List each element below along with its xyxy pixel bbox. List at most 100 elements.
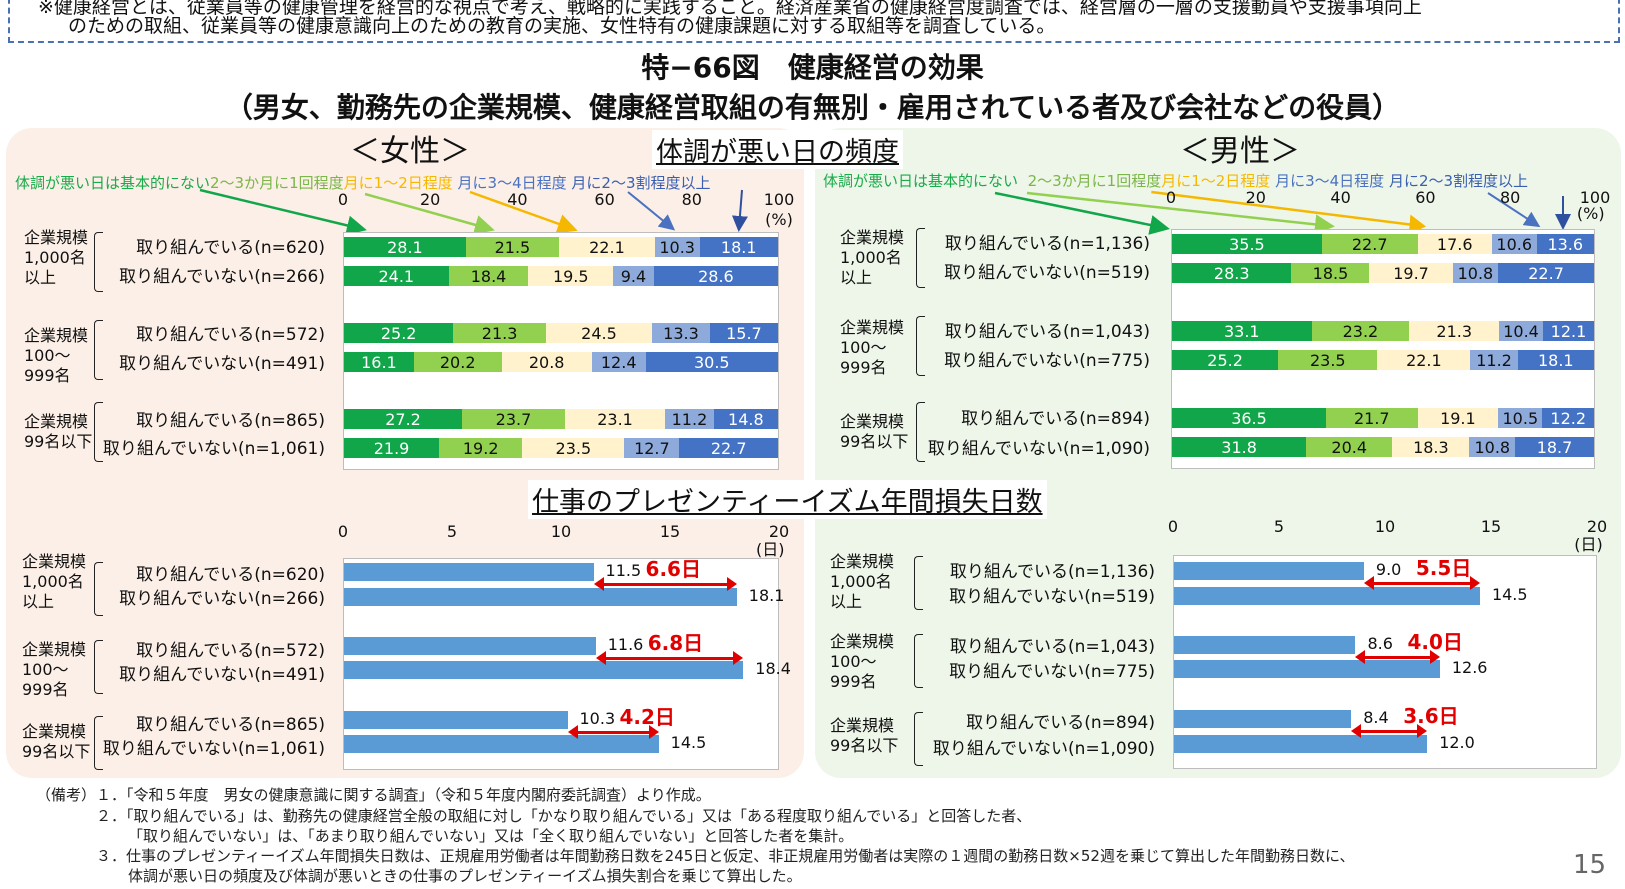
group-label: 企業規模 1,000名 以上 [22, 552, 87, 611]
bracket [94, 562, 103, 616]
days-value: 10.3 [579, 709, 616, 728]
bar-segment: 33.1 [1172, 321, 1312, 341]
bar-segment: 25.2 [344, 323, 454, 343]
bar-segment: 11.2 [1470, 350, 1518, 370]
difference-arrow [1363, 576, 1480, 590]
days-value: 8.4 [1363, 708, 1389, 727]
stacked-bar: 28.3 18.5 19.7 10.8 22.7 [1172, 263, 1594, 283]
tick: 100 [1579, 188, 1611, 207]
female-freq-axis: 0 20 40 60 80 100 (%) [338, 190, 794, 229]
legend-item-1-2days: 月に1～2日程度 [1161, 172, 1271, 190]
days-value: 12.0 [1439, 733, 1475, 752]
group-label: 企業規模 100～ 999名 [840, 318, 905, 377]
stacked-bar: 16.1 20.2 20.8 12.4 30.5 [344, 352, 778, 372]
days-bar [344, 588, 737, 606]
page-number: 15 [1573, 850, 1607, 880]
days-bar [344, 563, 594, 581]
bar-segment: 12.7 [624, 438, 680, 458]
bar-segment: 10.8 [1469, 437, 1516, 457]
female-label: ＜女性＞ [350, 134, 470, 169]
tick: 20 [1586, 517, 1608, 536]
bar-segment: 24.5 [545, 323, 653, 343]
group-label: 企業規模 99名以下 [840, 412, 909, 451]
bar-segment: 24.1 [344, 266, 449, 286]
bar-segment: 21.5 [465, 237, 560, 257]
bracket [94, 716, 103, 770]
days-value: 12.6 [1451, 658, 1488, 677]
bar-segment: 28.1 [344, 237, 466, 257]
stacked-bar: 28.1 21.5 22.1 10.3 18.1 [344, 237, 778, 257]
row-label: 取り組んでいない(n=775) [944, 351, 1150, 371]
note-box [8, 0, 1620, 43]
tick: 20 [420, 190, 441, 209]
stacked-bar: 24.1 18.4 19.5 9.4 28.6 [344, 266, 778, 286]
male-freq-plot: 35.5 22.7 17.6 10.6 13.6 28.3 18.5 19.7 10.8 22.7… [1171, 229, 1595, 469]
bar-segment: 23.2 [1311, 321, 1410, 341]
legend-female: 体調が悪い日は基本的にない2～3か月に1回程度月に1～2日程度 月に3～4日程度… [15, 172, 711, 193]
bar-segment: 18.4 [448, 266, 529, 286]
note-line-2: のための取組、従業員等の健康意識向上のための教育の実施、女性特有の健康課題に対す… [68, 15, 1056, 37]
bar-segment: 22.7 [1498, 263, 1594, 283]
bar-segment: 31.8 [1172, 437, 1307, 457]
row-label: 取り組んでいない(n=775) [949, 662, 1155, 682]
bar-segment: 10.4 [1499, 321, 1543, 341]
bar-segment: 20.4 [1306, 437, 1393, 457]
stacked-bar: 27.2 23.7 23.1 11.2 14.8 [344, 409, 778, 429]
bar-segment: 21.3 [1409, 321, 1500, 341]
group-label: 企業規模 1,000名 以上 [840, 228, 905, 287]
group-label: 企業規模 99名以下 [24, 412, 93, 451]
bar-segment: 19.2 [439, 438, 523, 458]
days-bar [1174, 636, 1356, 654]
note-line-1: ※健康経営とは、従業員等の健康管理を経営的な視点で考え、戦略的に実践すること。経… [38, 0, 1422, 18]
difference-arrow [1351, 724, 1428, 738]
days-bar [1174, 660, 1440, 678]
bar-segment: 10.6 [1491, 234, 1537, 254]
row-label: 取り組んでいない(n=519) [949, 587, 1155, 607]
row-label: 取り組んでいる(n=1,136) [944, 234, 1150, 254]
legend-item-20-30pct: 月に2～3割程度以上 [571, 174, 711, 192]
legend-item-2-3months: 2～3か月に1回程度 [210, 174, 344, 192]
female-freq-plot: 28.1 21.5 22.1 10.3 18.1 24.1 18.4 19.5 9.4 28.6 2… [343, 232, 779, 470]
tick: 20 [768, 522, 790, 541]
tick: 5 [446, 522, 458, 541]
row-label: 取り組んでいる(n=865) [136, 411, 325, 431]
row-label: 取り組んでいる(n=894) [966, 713, 1155, 733]
bar-segment: 20.2 [413, 352, 502, 372]
tick: 80 [681, 190, 702, 209]
figure-title: 特−66図 健康経営の効果 [641, 51, 984, 84]
tick: 60 [1415, 188, 1436, 207]
tick: 40 [1330, 188, 1351, 207]
difference-label: 3.6日 [1403, 704, 1459, 728]
footnote-3b: 体調が悪い日の頻度及び体調が悪いときの仕事のプレゼンティーイズム損失割合を乗じて… [128, 867, 802, 885]
bar-segment: 19.1 [1417, 408, 1499, 428]
tick: 0 [337, 190, 349, 209]
stacked-bar: 25.2 23.5 22.1 11.2 18.1 [1172, 350, 1594, 370]
axis-unit: (%) [1576, 204, 1605, 223]
difference-arrow [595, 651, 743, 665]
difference-arrow [567, 725, 659, 739]
bar-segment: 21.9 [344, 438, 440, 458]
legend-item-3-4days: 月に3～4日程度 [1275, 172, 1385, 190]
bracket [916, 228, 925, 288]
days-value: 14.5 [1491, 585, 1528, 604]
tick: 5 [1273, 517, 1285, 536]
bar-segment: 23.5 [1278, 350, 1378, 370]
male-freq-axis: 0 20 40 60 80 100 (%) [1166, 188, 1610, 223]
bracket [94, 402, 103, 462]
footnote-2b: 「取り組んでいない」は、「あまり取り組んでいない」又は「全く取り組んでいない」と… [128, 827, 854, 845]
bracket [94, 320, 103, 380]
tick: 10 [1374, 517, 1396, 536]
group-label: 企業規模 100～ 999名 [24, 326, 89, 385]
group-label: 企業規模 100～ 999名 [22, 640, 87, 699]
bar-segment: 36.5 [1172, 408, 1327, 428]
bar-segment: 23.5 [522, 438, 625, 458]
stacked-bar: 31.8 20.4 18.3 10.8 18.7 [1172, 437, 1594, 457]
bar-segment: 22.1 [559, 237, 655, 257]
days-value: 8.6 [1367, 634, 1393, 653]
row-label: 取り組んでいない(n=1,090) [932, 739, 1155, 759]
bar-segment: 19.5 [528, 266, 614, 286]
days-value: 11.6 [607, 635, 644, 654]
bracket [914, 634, 923, 688]
bar-segment: 19.7 [1369, 263, 1453, 283]
days-bar [344, 735, 659, 753]
